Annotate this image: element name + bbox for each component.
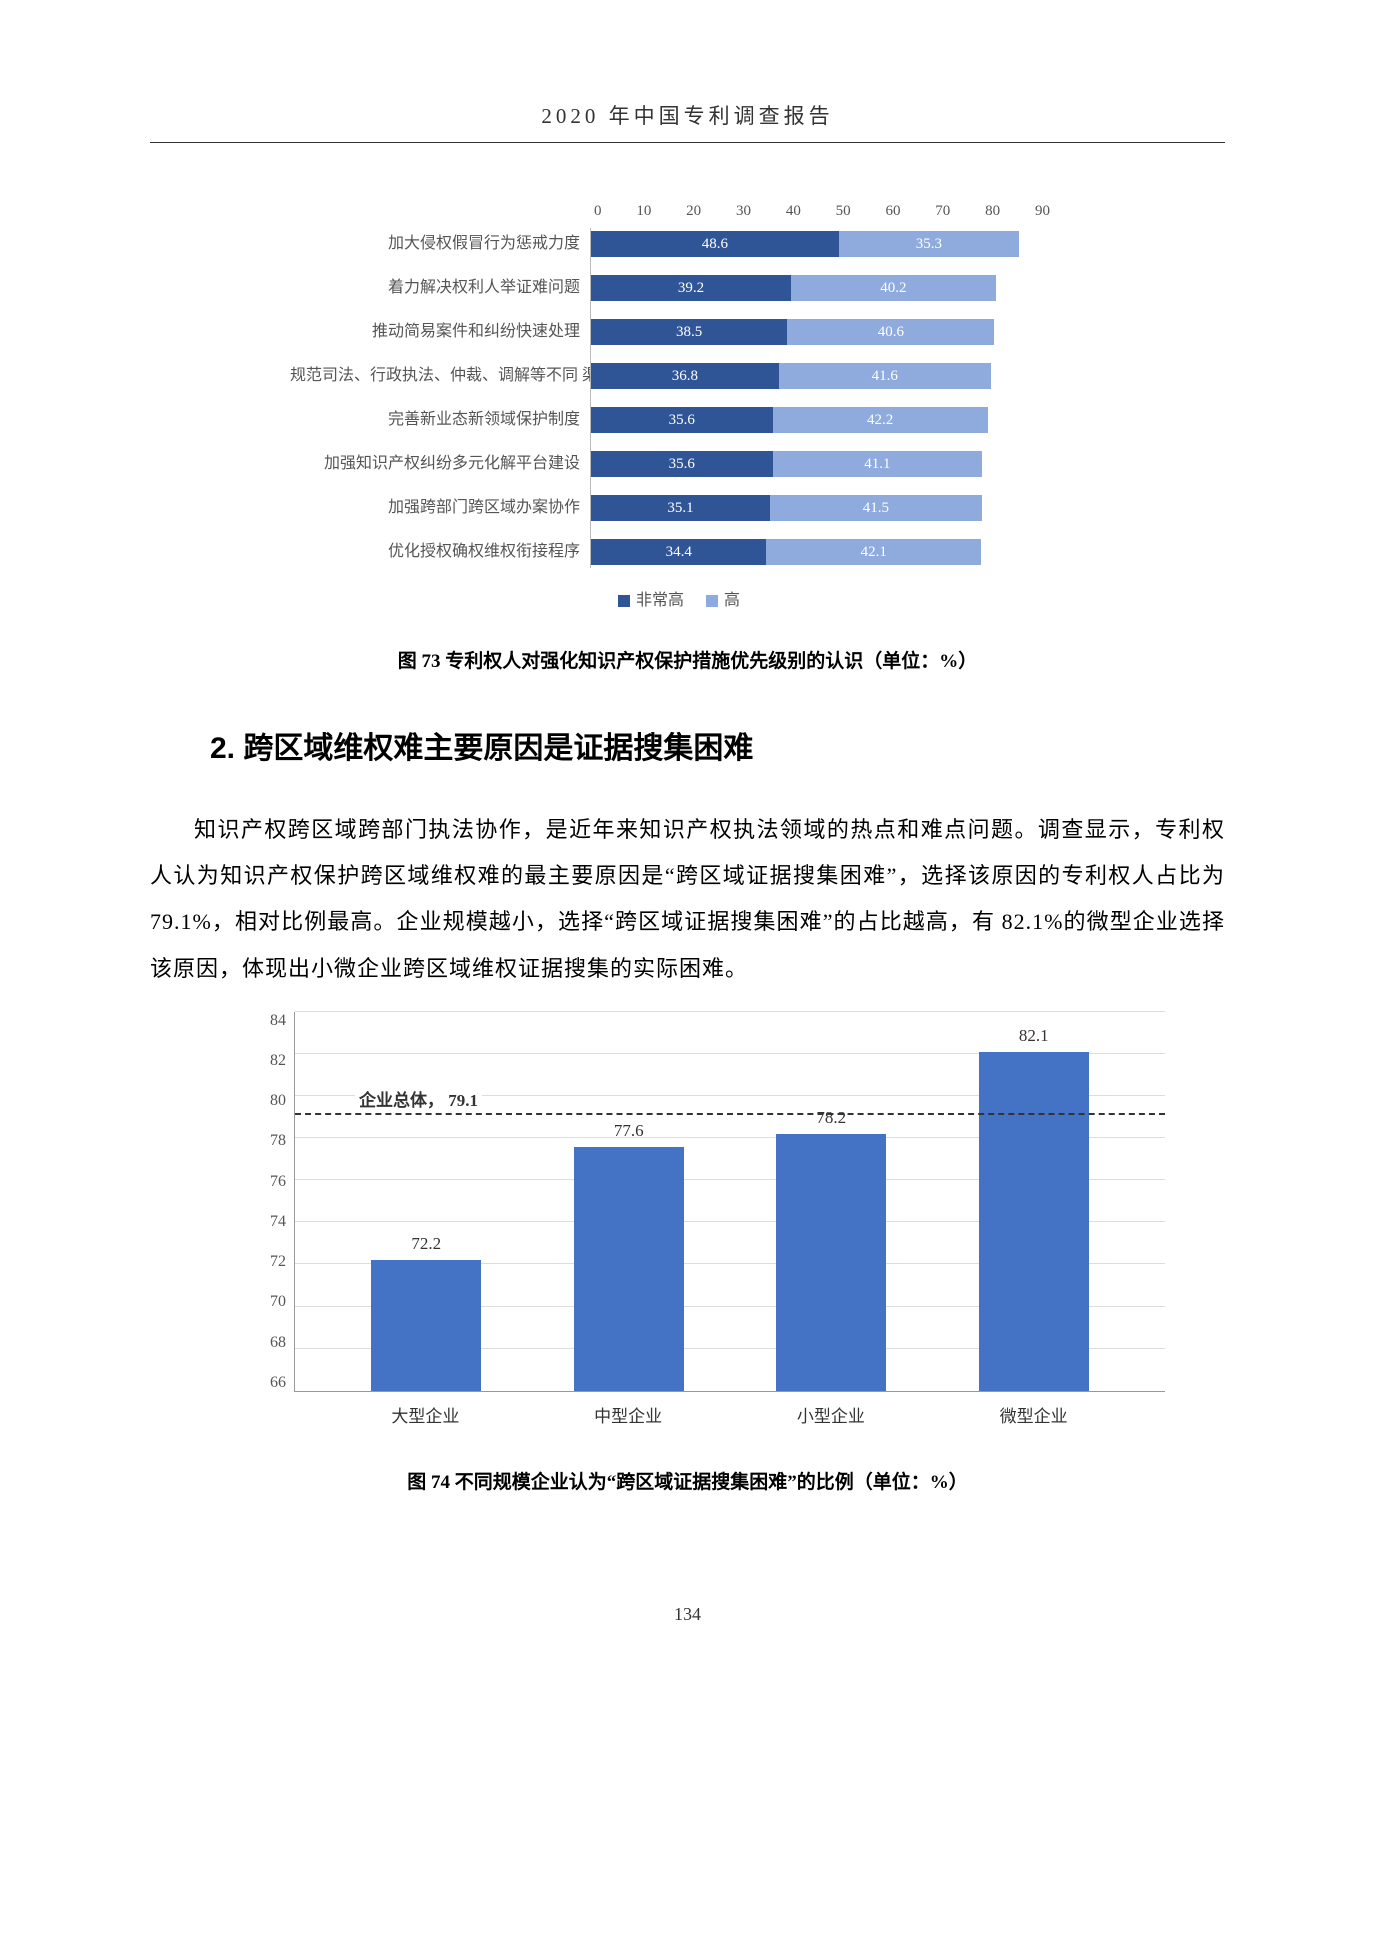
chart1-segment-mid: 41.5	[770, 495, 982, 521]
chart2-bar-value: 72.2	[371, 1234, 481, 1254]
chart2-bar: 72.2	[371, 1260, 481, 1391]
chart1-segment-high: 35.6	[591, 451, 773, 477]
chart2-bar-value: 77.6	[574, 1121, 684, 1141]
chart1-segment-high: 34.4	[591, 539, 766, 565]
chart1-segment-high: 39.2	[591, 275, 791, 301]
chart1-segment-mid: 40.6	[787, 319, 994, 345]
chart1-caption: 图 73 专利权人对强化知识产权保护措施优先级别的认识（单位：%）	[150, 646, 1225, 673]
chart2-bar: 82.1	[979, 1052, 1089, 1391]
chart1-segment-high: 35.6	[591, 407, 773, 433]
chart1-segment-high: 36.8	[591, 363, 779, 389]
chart1-row-label: 加大侵权假冒行为惩戒力度	[290, 228, 590, 260]
chart1-xtick: 40	[786, 203, 801, 220]
chart1-row: 35.642.2	[591, 404, 1050, 436]
chart1-segment-high: 38.5	[591, 319, 787, 345]
chart1-row: 48.635.3	[591, 228, 1050, 260]
chart2-ytick: 70	[270, 1293, 286, 1311]
chart1-xtick: 20	[686, 203, 701, 220]
legend-swatch-1	[618, 595, 630, 607]
chart2-xtick-label: 微型企业	[974, 1402, 1094, 1427]
chart2-refline	[295, 1113, 1165, 1115]
chart1-xtick: 30	[736, 203, 751, 220]
chart1-xtick: 50	[836, 203, 851, 220]
chart1-segment-high: 35.1	[591, 495, 770, 521]
chart1-row: 35.141.5	[591, 492, 1050, 524]
chart1-row: 38.540.6	[591, 316, 1050, 348]
legend-label-1: 非常高	[636, 592, 684, 609]
chart1-xtick: 90	[1035, 203, 1050, 220]
chart2-ytick: 80	[270, 1092, 286, 1110]
chart1-xtick: 80	[985, 203, 1000, 220]
chart2-ytick: 84	[270, 1012, 286, 1030]
chart1-segment-mid: 42.2	[773, 407, 988, 433]
chart1-row: 39.240.2	[591, 272, 1050, 304]
chart1-segment-mid: 40.2	[791, 275, 996, 301]
chart-73: 0 10 20 30 40 50 60 70 80 90 加大侵权假冒行为惩戒力度着力解决权利人举…	[290, 203, 1050, 610]
chart2-ytick: 78	[270, 1132, 286, 1150]
chart2-xaxis: 大型企业 中型企业 小型企业 微型企业	[250, 1392, 1165, 1427]
legend-swatch-2	[706, 595, 718, 607]
chart2-xtick-label: 小型企业	[771, 1402, 891, 1427]
chart2-ytick: 72	[270, 1253, 286, 1271]
chart1-xtick: 0	[594, 203, 602, 220]
chart2-ytick: 74	[270, 1213, 286, 1231]
chart1-row-label: 加强知识产权纠纷多元化解平台建设	[290, 448, 590, 480]
chart2-bar: 77.6	[574, 1147, 684, 1391]
chart2-gridline	[295, 1011, 1165, 1012]
chart1-segment-mid: 41.1	[773, 451, 983, 477]
legend-label-2: 高	[724, 592, 740, 609]
chart1-bars: 48.635.339.240.238.540.636.841.635.642.2…	[590, 228, 1050, 568]
chart1-xtick: 10	[636, 203, 651, 220]
chart1-row: 34.442.1	[591, 536, 1050, 568]
page-header: 2020 年中国专利调查报告	[150, 100, 1225, 143]
chart2-yaxis: 84 82 80 78 76 74 72 70 68 66	[250, 1012, 294, 1392]
chart1-xtick: 60	[885, 203, 900, 220]
chart1-ylabels: 加大侵权假冒行为惩戒力度着力解决权利人举证难问题推动简易案件和纠纷快速处理规范司…	[290, 228, 590, 568]
section-heading: 2. 跨区域维权难主要原因是证据搜集困难	[210, 723, 1225, 767]
chart-74: 84 82 80 78 76 74 72 70 68 66 企业总体， 79.1 72.2 77.6 7…	[250, 1012, 1165, 1427]
chart1-segment-mid: 41.6	[779, 363, 991, 389]
chart1-segment-mid: 42.1	[766, 539, 981, 565]
chart1-segment-mid: 35.3	[839, 231, 1019, 257]
chart2-plot: 企业总体， 79.1 72.2 77.6 78.2 82.1	[294, 1012, 1165, 1392]
chart1-xticks: 0 10 20 30 40 50 60 70 80 90	[590, 203, 1050, 220]
chart2-bar-value: 82.1	[979, 1026, 1089, 1046]
chart1-row: 35.641.1	[591, 448, 1050, 480]
chart1-row: 36.841.6	[591, 360, 1050, 392]
chart1-segment-high: 48.6	[591, 231, 839, 257]
chart1-row-label: 推动简易案件和纠纷快速处理	[290, 316, 590, 348]
chart1-row-label: 加强跨部门跨区域办案协作	[290, 492, 590, 524]
chart2-xtick-label: 中型企业	[568, 1402, 688, 1427]
chart2-reflabel: 企业总体， 79.1	[355, 1086, 482, 1111]
chart2-ytick: 66	[270, 1374, 286, 1392]
chart2-ytick: 68	[270, 1334, 286, 1352]
body-paragraph: 知识产权跨区域跨部门执法协作，是近年来知识产权执法领域的热点和难点问题。调查显示…	[150, 807, 1225, 992]
chart2-caption: 图 74 不同规模企业认为“跨区域证据搜集困难”的比例（单位：%）	[150, 1467, 1225, 1494]
chart1-row-label: 优化授权确权维权衔接程序	[290, 536, 590, 568]
page-number: 134	[150, 1604, 1225, 1625]
chart1-row-label: 规范司法、行政执法、仲裁、调解等不同 渠…	[290, 360, 590, 392]
chart2-bar-value: 78.2	[776, 1108, 886, 1128]
chart1-row-label: 着力解决权利人举证难问题	[290, 272, 590, 304]
chart1-legend: 非常高 高	[290, 586, 1050, 610]
chart1-row-label: 完善新业态新领域保护制度	[290, 404, 590, 436]
chart2-ytick: 82	[270, 1052, 286, 1070]
chart2-ytick: 76	[270, 1173, 286, 1191]
chart2-bar: 78.2	[776, 1134, 886, 1391]
chart2-xtick-label: 大型企业	[365, 1402, 485, 1427]
chart1-xtick: 70	[935, 203, 950, 220]
